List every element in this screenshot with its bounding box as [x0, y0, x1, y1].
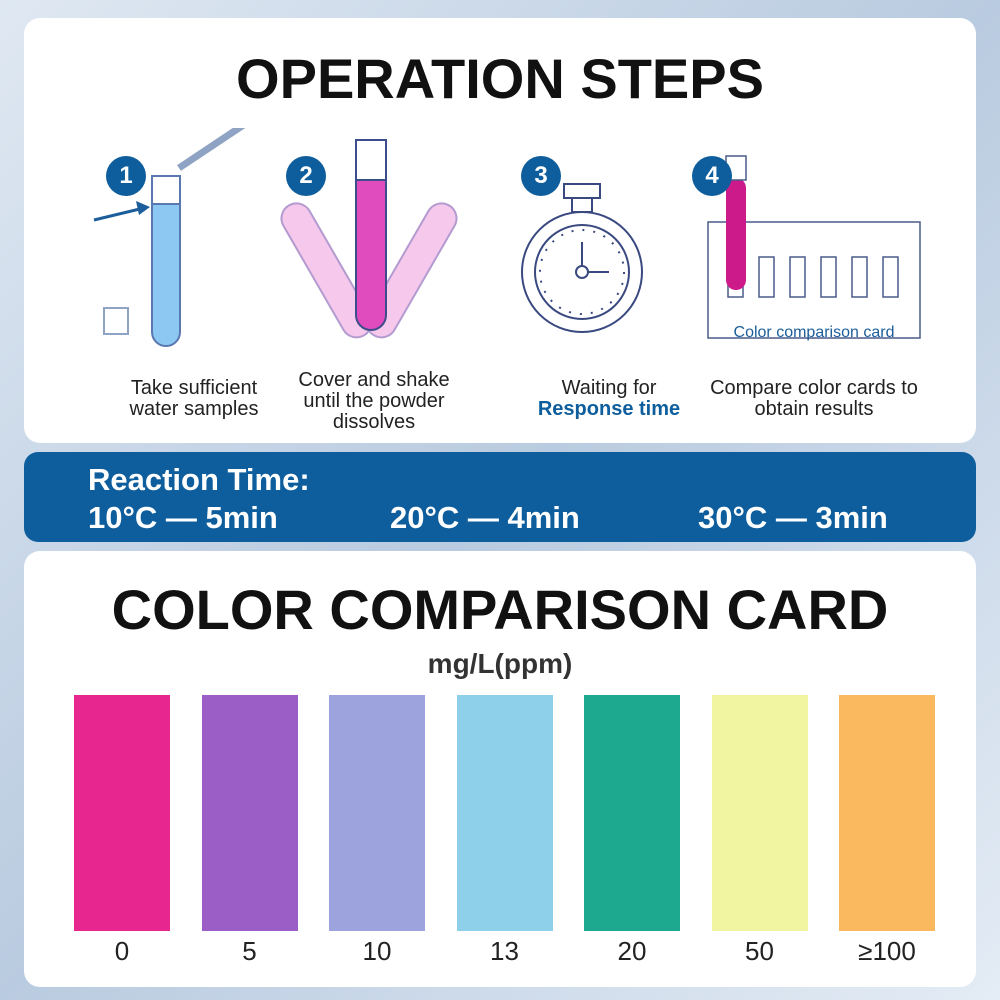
color-swatch	[711, 695, 808, 931]
operation-title: OPERATION STEPS	[236, 47, 764, 110]
reaction-item: 30°C — 3min	[698, 500, 888, 535]
step-caption: Waiting for Response time	[499, 378, 719, 420]
reaction-item: 20°C — 4min	[390, 500, 580, 535]
shaking-tubes-icon	[280, 139, 458, 339]
step-badge: 1	[106, 156, 146, 196]
operation-steps-card: OPERATION STEPS 1 Take sufficient water …	[24, 18, 976, 443]
card-label: Color comparison card	[733, 324, 895, 341]
reaction-item: 10°C — 5min	[88, 500, 278, 535]
response-time-highlight: Response time	[537, 398, 681, 420]
step-badge: 2	[286, 156, 326, 196]
color-card-icon	[707, 155, 921, 339]
color-swatch	[329, 695, 425, 931]
test-tube-dropper-icon	[93, 128, 246, 347]
step-badge: 3	[521, 156, 561, 196]
color-swatch	[74, 695, 170, 931]
unit-label: mg/L(ppm)	[427, 648, 573, 679]
reaction-title: Reaction Time:	[88, 462, 310, 497]
stopwatch-icon	[521, 183, 643, 333]
reaction-time-banner: Reaction Time: 10°C — 5min 20°C — 4min 3…	[24, 452, 976, 542]
step-caption-text: Waiting for	[561, 377, 657, 399]
swatch-label: 5	[242, 936, 257, 966]
swatch-label: 20	[617, 936, 647, 966]
swatch-label: 0	[114, 936, 130, 966]
color-swatch	[456, 695, 553, 931]
color-swatch	[584, 695, 680, 931]
step-4: 4 Color comparison card Compare color ca…	[692, 128, 944, 428]
step-1: 1 Take sufficient water samples	[84, 128, 304, 428]
comparison-title: COLOR COMPARISON CARD	[111, 578, 889, 641]
step-3: 3 Waiting for Response time	[499, 128, 719, 428]
step-caption: Take sufficient water samples	[129, 377, 259, 420]
step-2: 2 Cover and shake until the powder disso…	[264, 128, 484, 433]
swatch-label: ≥100	[858, 936, 916, 966]
swatch-label: 13	[490, 936, 519, 966]
color-comparison-card: COLOR COMPARISON CARD mg/L(ppm) 0 5 10 13 20…	[24, 551, 976, 987]
step-caption: Cover and shake until the powder dissolv…	[298, 369, 450, 433]
swatch-label: 10	[362, 936, 392, 966]
step-badge: 4	[692, 156, 732, 196]
color-swatch	[839, 695, 935, 931]
swatch-label: 50	[745, 936, 774, 966]
step-caption: Compare color cards to obtain results	[710, 377, 918, 420]
color-swatch	[201, 695, 298, 931]
